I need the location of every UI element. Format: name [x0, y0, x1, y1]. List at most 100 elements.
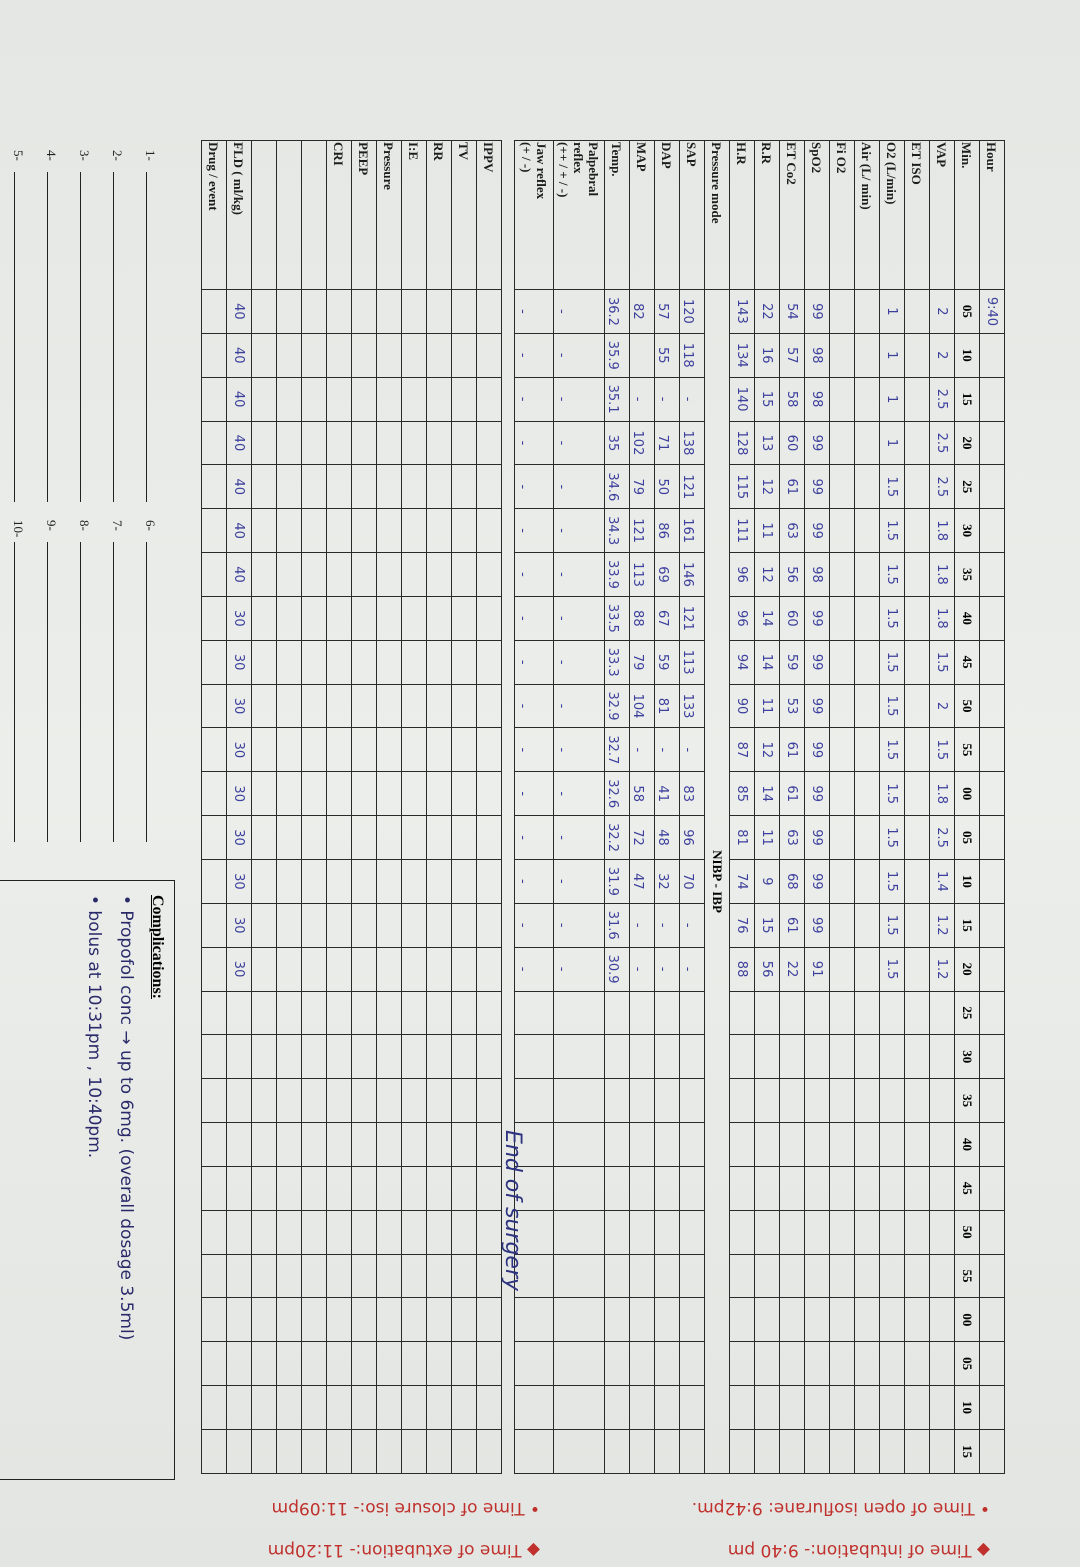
value-cell: - [553, 596, 605, 641]
value-cell [226, 1166, 252, 1211]
value-cell [226, 1210, 252, 1255]
value-cell [451, 727, 477, 772]
value-cell [879, 1385, 905, 1430]
value-cell [829, 815, 855, 860]
value-cell [679, 991, 705, 1035]
value-cell: - [553, 552, 605, 597]
value-cell: 1.5 [879, 815, 905, 860]
value-cell [326, 1034, 352, 1079]
value-cell [401, 903, 427, 948]
value-cell [804, 1341, 830, 1386]
value-cell [904, 464, 930, 509]
value-cell [804, 1122, 830, 1167]
value-cell [276, 1210, 302, 1255]
value-cell [904, 1034, 930, 1079]
value-cell: 74 [729, 859, 755, 904]
value-cell [351, 859, 377, 904]
value-cell [729, 1254, 755, 1298]
value-cell [301, 859, 327, 904]
value-cell: 14 [754, 771, 780, 816]
value-cell [754, 1254, 780, 1298]
value-cell: 67 [654, 596, 680, 641]
value-cell [451, 1078, 477, 1123]
value-cell [376, 421, 402, 465]
value-cell [276, 1166, 302, 1211]
value-cell [654, 1254, 680, 1298]
value-cell [904, 1254, 930, 1298]
minute-header: 15 [954, 377, 980, 422]
value-cell: - [514, 421, 554, 465]
value-cell [401, 552, 427, 597]
value-cell [301, 1034, 327, 1079]
value-cell: 22 [779, 947, 805, 991]
value-cell [376, 815, 402, 860]
value-cell [679, 1297, 705, 1342]
value-cell: - [629, 903, 655, 948]
value-cell [829, 991, 855, 1035]
value-cell [779, 1166, 805, 1211]
value-cell [779, 991, 805, 1035]
value-cell [754, 1210, 780, 1255]
value-cell: - [514, 377, 554, 422]
value-cell [879, 1078, 905, 1123]
value-cell: 98 [804, 377, 830, 422]
end-of-surgery-annotation: End of surgery [500, 1130, 525, 1292]
value-cell [829, 1210, 855, 1255]
value-cell [251, 289, 277, 334]
value-cell [251, 1210, 277, 1255]
value-cell [854, 640, 880, 685]
value-cell [476, 1385, 502, 1430]
value-cell [451, 1122, 477, 1167]
value-cell [301, 1210, 327, 1255]
value-cell [451, 859, 477, 904]
value-cell: 1.5 [929, 727, 955, 772]
value-cell: 34.3 [604, 508, 630, 553]
value-cell [904, 596, 930, 641]
minute-header: 30 [954, 508, 980, 553]
value-cell [779, 1210, 805, 1255]
value-cell [326, 859, 352, 904]
table-row: MAP 82-102 79 121 113 88 79 104-58 72 47- - [629, 140, 655, 1474]
value-cell: - [553, 289, 605, 334]
value-cell: 99 [804, 727, 830, 772]
value-cell [301, 421, 327, 465]
value-cell [729, 1210, 755, 1255]
value-cell [514, 1297, 554, 1342]
value-cell: - [629, 377, 655, 422]
value-cell: 33.5 [604, 596, 630, 641]
value-cell [904, 903, 930, 948]
value-cell [351, 1341, 377, 1386]
value-cell: - [553, 771, 605, 816]
value-cell [426, 1034, 452, 1079]
value-cell [301, 552, 327, 597]
value-cell [426, 727, 452, 772]
value-cell: 2 [929, 684, 955, 728]
value-cell [301, 377, 327, 422]
value-cell: 104 [629, 684, 655, 728]
value-cell: 98 [804, 552, 830, 597]
value-cell: 22 [754, 289, 780, 334]
value-cell: 1.5 [879, 552, 905, 597]
drug-line-blank [47, 542, 49, 842]
value-cell [276, 377, 302, 422]
value-cell [401, 1254, 427, 1298]
value-cell [854, 991, 880, 1035]
value-cell [351, 1210, 377, 1255]
value-cell [401, 464, 427, 509]
value-cell [854, 771, 880, 816]
value-cell [829, 1166, 855, 1211]
value-cell: 40 [226, 508, 252, 553]
hour-cell [979, 333, 1005, 378]
row-label: IPPV [476, 140, 502, 290]
value-cell [401, 1166, 427, 1211]
value-cell: 99 [804, 289, 830, 334]
value-cell: 79 [629, 464, 655, 509]
value-cell [476, 377, 502, 422]
hour-cell [979, 1034, 1005, 1079]
value-cell: 99 [804, 640, 830, 685]
value-cell: 54 [779, 289, 805, 334]
value-cell [276, 1297, 302, 1342]
value-cell: 35.9 [604, 333, 630, 378]
value-cell: 14 [754, 596, 780, 641]
value-cell [879, 1297, 905, 1342]
